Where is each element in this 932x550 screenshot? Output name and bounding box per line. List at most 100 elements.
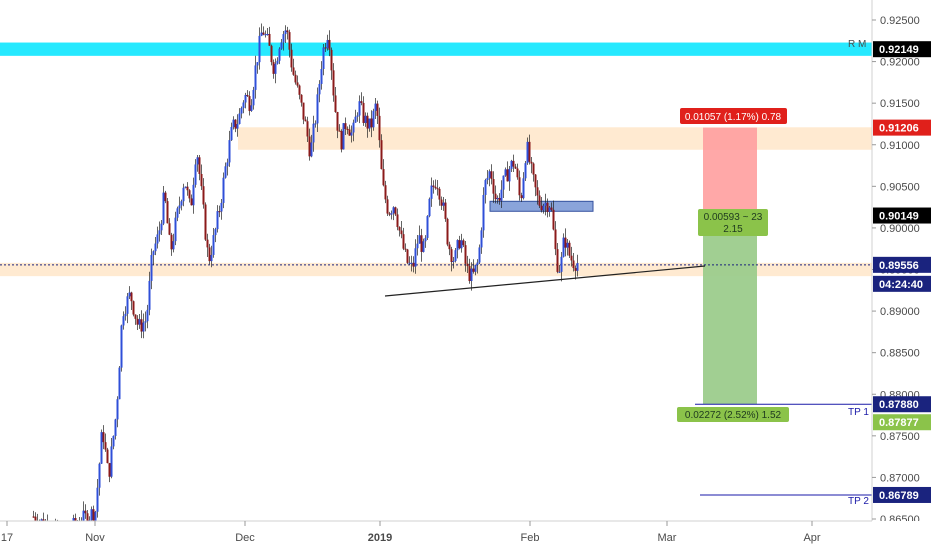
candle-down (446, 218, 449, 245)
candle-down (434, 186, 437, 189)
price-axis[interactable] (872, 0, 932, 550)
candle-up (176, 208, 179, 218)
candle-down (306, 121, 309, 137)
candle-down (198, 157, 201, 175)
candle-up (228, 140, 231, 163)
candle-down (378, 115, 381, 141)
candle-down (400, 230, 403, 235)
candle-down (420, 235, 423, 252)
candle-down (450, 249, 453, 262)
candle-up (542, 205, 545, 211)
candle-down (208, 247, 211, 262)
candle-up (156, 234, 159, 244)
candle-up (526, 141, 529, 164)
price-tag: 0.87877 (879, 417, 919, 429)
price-tag: 0.90149 (879, 211, 919, 223)
candle-up (522, 178, 525, 199)
price-tag-bg (873, 486, 931, 503)
candle-up (280, 42, 283, 49)
candle-up (254, 65, 257, 90)
candle-down (140, 319, 143, 332)
candle-up (250, 105, 253, 111)
candle-down (336, 111, 339, 131)
candle-down (514, 166, 517, 169)
candle-down (572, 260, 575, 269)
reward-area (703, 215, 757, 405)
candle-up (474, 264, 477, 272)
candle-up (278, 48, 281, 61)
candle-down (164, 192, 167, 202)
candle-down (440, 199, 443, 206)
trendline[interactable] (384, 265, 706, 297)
entry-info-box: 0.00593 ~ 23 2.15 (698, 209, 768, 236)
candle-down (498, 197, 501, 201)
candle-down (348, 129, 351, 136)
price-tick-label: 0.87500 (880, 431, 920, 443)
candle-up (508, 168, 511, 182)
candle-down (472, 268, 475, 272)
time-label: Feb (521, 532, 540, 544)
candle-up (352, 122, 355, 133)
price-tag-bg (873, 207, 931, 224)
candle-up (182, 187, 185, 202)
candle-down (490, 171, 493, 180)
candle-up (154, 243, 157, 252)
candle-up (342, 123, 345, 150)
candle-down (556, 249, 559, 272)
candle-down (338, 130, 341, 132)
candle-down (462, 240, 465, 246)
candle-down (360, 101, 363, 103)
candle-down (534, 174, 537, 188)
candle-down (404, 248, 407, 250)
candle-up (418, 235, 421, 244)
candle-up (212, 235, 215, 255)
price-tick-label: 0.90000 (880, 223, 920, 235)
candle-up (524, 163, 527, 179)
candle-up (486, 177, 489, 181)
candle-down (132, 301, 135, 315)
candle-up (128, 292, 131, 297)
candle-up (146, 309, 149, 322)
candles-layer (32, 23, 579, 545)
candle-up (258, 35, 261, 63)
candle-up (150, 254, 153, 281)
candle-up (484, 180, 487, 195)
candle-up (144, 321, 147, 323)
candle-down (382, 169, 385, 186)
candle-up (260, 32, 263, 36)
price-tag-bg (873, 41, 931, 58)
candle-up (422, 241, 425, 252)
candle-down (380, 140, 383, 170)
risk-area (703, 127, 757, 216)
candle-up (488, 171, 491, 178)
candle-up (558, 271, 561, 273)
candle-up (430, 185, 433, 199)
price-tag: 0.91206 (879, 123, 919, 135)
price-tag: 0.86789 (879, 490, 919, 502)
candle-up (90, 509, 93, 521)
candle-down (202, 186, 205, 205)
candle-down (304, 119, 307, 122)
candle-up (356, 115, 359, 117)
candle-down (246, 94, 249, 97)
time-axis[interactable] (0, 521, 932, 550)
candle-down (546, 202, 549, 212)
candle-down (444, 202, 447, 219)
candle-up (442, 202, 445, 206)
candle-down (234, 119, 237, 129)
candle-down (568, 242, 571, 256)
candle-down (204, 204, 207, 240)
candle-up (244, 94, 247, 103)
candle-up (374, 103, 377, 111)
candle-up (566, 242, 569, 248)
candle-up (220, 202, 223, 212)
position-tool[interactable] (703, 127, 757, 405)
price-tag-bg (873, 119, 931, 136)
candle-down (286, 30, 289, 33)
candle-down (396, 214, 399, 228)
entry-info-bg (698, 209, 768, 236)
candle-up (274, 63, 277, 74)
candle-down (494, 193, 497, 200)
time-label: Dec (235, 532, 255, 544)
